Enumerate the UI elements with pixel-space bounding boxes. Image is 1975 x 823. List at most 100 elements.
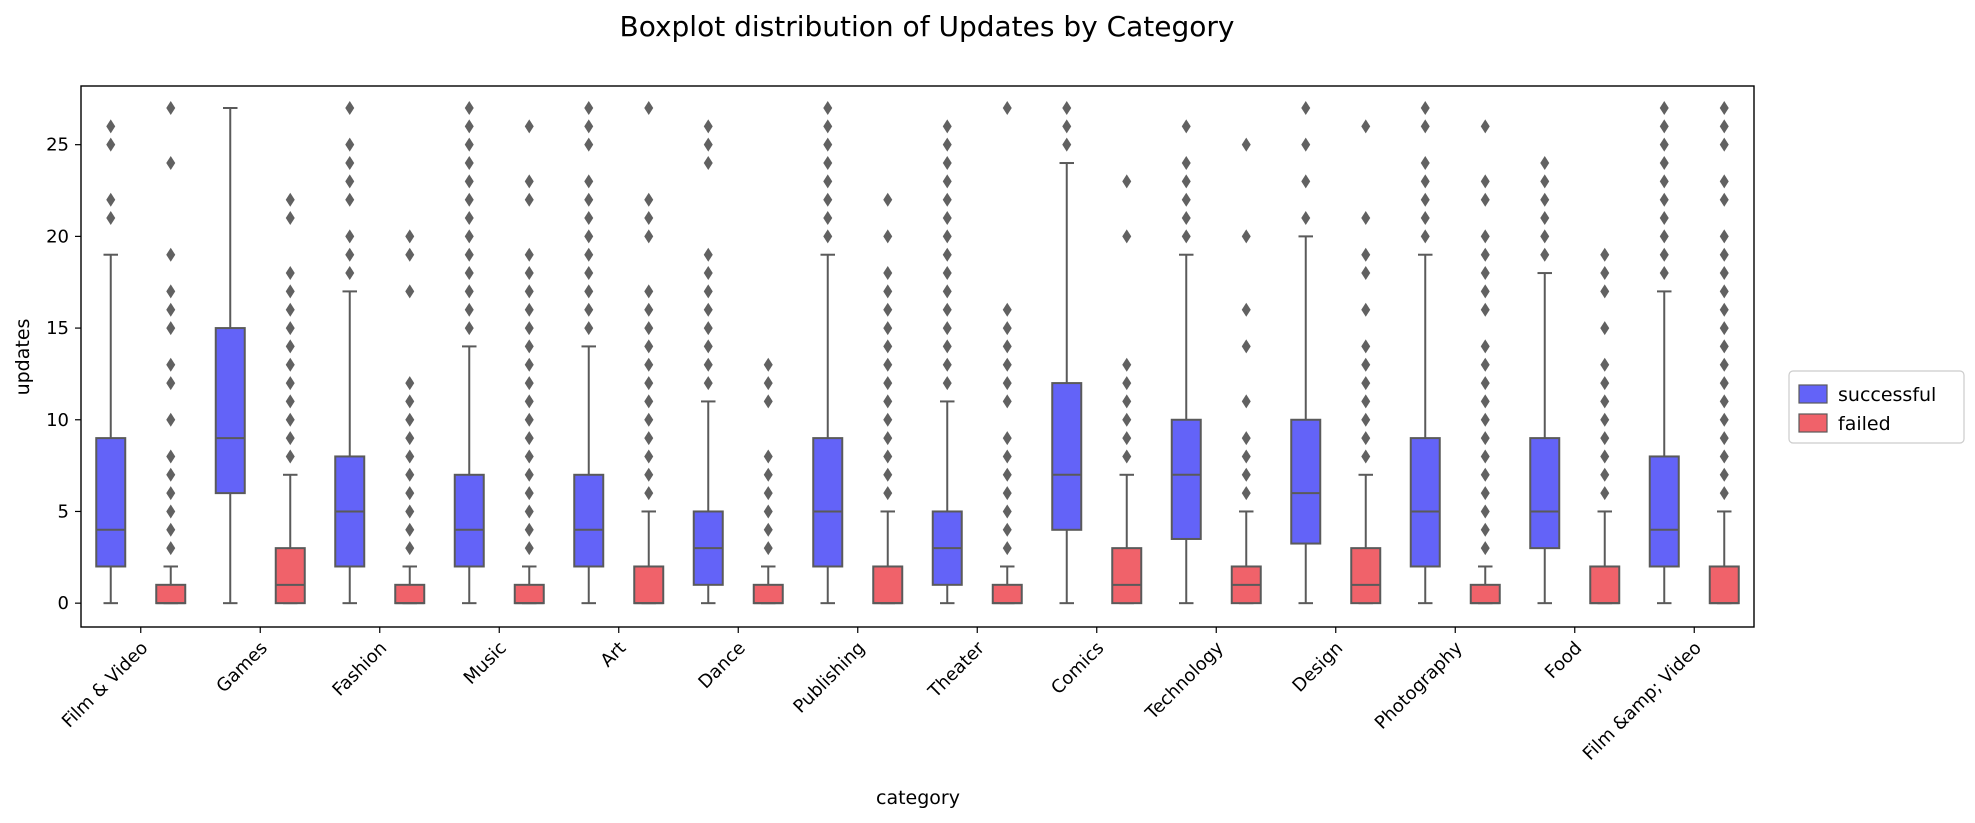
outlier-point — [883, 192, 893, 207]
box-successful-9 — [1170, 119, 1202, 605]
box-successful-7 — [931, 119, 963, 605]
outlier-point — [285, 412, 295, 427]
outlier-point — [1241, 467, 1251, 482]
outlier-point — [942, 284, 952, 299]
x-tick-label: Dance — [694, 638, 749, 693]
outlier-point — [1361, 431, 1371, 446]
outlier-point — [644, 101, 654, 116]
outlier-point — [942, 119, 952, 134]
outlier-point — [763, 522, 773, 537]
outlier-point — [1540, 174, 1550, 189]
x-axis: Film & Video Games Fashion Music Art Dance Pub… — [58, 627, 1706, 765]
outlier-point — [1241, 302, 1251, 317]
outlier-point — [166, 247, 176, 262]
box-iqr — [573, 473, 605, 568]
outlier-point — [1420, 229, 1430, 244]
box-successful-8 — [1051, 101, 1083, 605]
outlier-point — [584, 266, 594, 281]
outlier-point — [584, 101, 594, 116]
outlier-point — [1659, 101, 1669, 116]
outlier-point — [1002, 504, 1012, 519]
outlier-point — [1002, 449, 1012, 464]
outlier-point — [703, 119, 713, 134]
outlier-point — [166, 321, 176, 336]
outlier-point — [703, 137, 713, 152]
outlier-point — [1719, 229, 1729, 244]
outlier-point — [464, 229, 474, 244]
outlier-point — [1719, 266, 1729, 281]
outlier-point — [942, 321, 952, 336]
outlier-point — [1480, 486, 1490, 501]
box-failed-10 — [1350, 119, 1382, 605]
outlier-point — [285, 376, 295, 391]
x-tick-label: Comics — [1047, 638, 1108, 699]
outlier-point — [883, 229, 893, 244]
outlier-point — [1600, 486, 1610, 501]
outlier-point — [703, 247, 713, 262]
box-iqr — [394, 583, 426, 605]
outlier-point — [1122, 174, 1132, 189]
outlier-point — [1361, 247, 1371, 262]
outlier-point — [1002, 339, 1012, 354]
outlier-point — [1540, 229, 1550, 244]
outlier-point — [883, 266, 893, 281]
outlier-point — [524, 431, 534, 446]
outlier-point — [1241, 394, 1251, 409]
box-failed-7 — [991, 101, 1023, 605]
outlier-point — [345, 229, 355, 244]
outlier-point — [1002, 376, 1012, 391]
outlier-point — [345, 247, 355, 262]
box-successful-13 — [1648, 101, 1680, 605]
outlier-point — [584, 119, 594, 134]
outlier-point — [942, 339, 952, 354]
outlier-point — [644, 192, 654, 207]
outlier-point — [524, 321, 534, 336]
outlier-point — [106, 192, 116, 207]
y-tick-label: 0 — [58, 593, 69, 614]
outlier-point — [942, 137, 952, 152]
outlier-point — [1600, 357, 1610, 372]
outlier-point — [405, 541, 415, 556]
outlier-point — [644, 376, 654, 391]
outlier-point — [1301, 137, 1311, 152]
y-tick-label: 15 — [46, 318, 69, 339]
box-iqr — [1409, 437, 1441, 568]
outlier-point — [345, 101, 355, 116]
outlier-point — [1480, 229, 1490, 244]
outlier-point — [1659, 156, 1669, 171]
outlier-point — [1719, 321, 1729, 336]
outlier-point — [166, 156, 176, 171]
outlier-point — [464, 119, 474, 134]
outlier-point — [1480, 119, 1490, 134]
box-successful-5 — [692, 119, 724, 605]
outlier-point — [942, 266, 952, 281]
outlier-point — [1361, 449, 1371, 464]
outlier-point — [883, 376, 893, 391]
outlier-point — [823, 156, 833, 171]
outlier-point — [584, 192, 594, 207]
outlier-point — [166, 449, 176, 464]
outlier-point — [1540, 192, 1550, 207]
box-iqr — [872, 565, 904, 605]
outlier-point — [464, 211, 474, 226]
outlier-point — [1002, 467, 1012, 482]
outlier-point — [524, 357, 534, 372]
outlier-point — [1719, 394, 1729, 409]
outlier-point — [1002, 321, 1012, 336]
outlier-point — [166, 541, 176, 556]
outlier-point — [1002, 431, 1012, 446]
outlier-point — [1719, 192, 1729, 207]
outlier-point — [464, 284, 474, 299]
outlier-point — [1659, 211, 1669, 226]
y-axis-label: updates — [12, 319, 34, 396]
outlier-point — [1600, 321, 1610, 336]
outlier-point — [405, 284, 415, 299]
box-iqr — [1051, 382, 1083, 531]
outlier-point — [524, 449, 534, 464]
outlier-point — [285, 302, 295, 317]
chart-title: Boxplot distribution of Updates by Categ… — [619, 10, 1234, 43]
outlier-point — [644, 211, 654, 226]
outlier-point — [763, 486, 773, 501]
outlier-point — [1600, 266, 1610, 281]
box-failed-12 — [1589, 247, 1621, 605]
